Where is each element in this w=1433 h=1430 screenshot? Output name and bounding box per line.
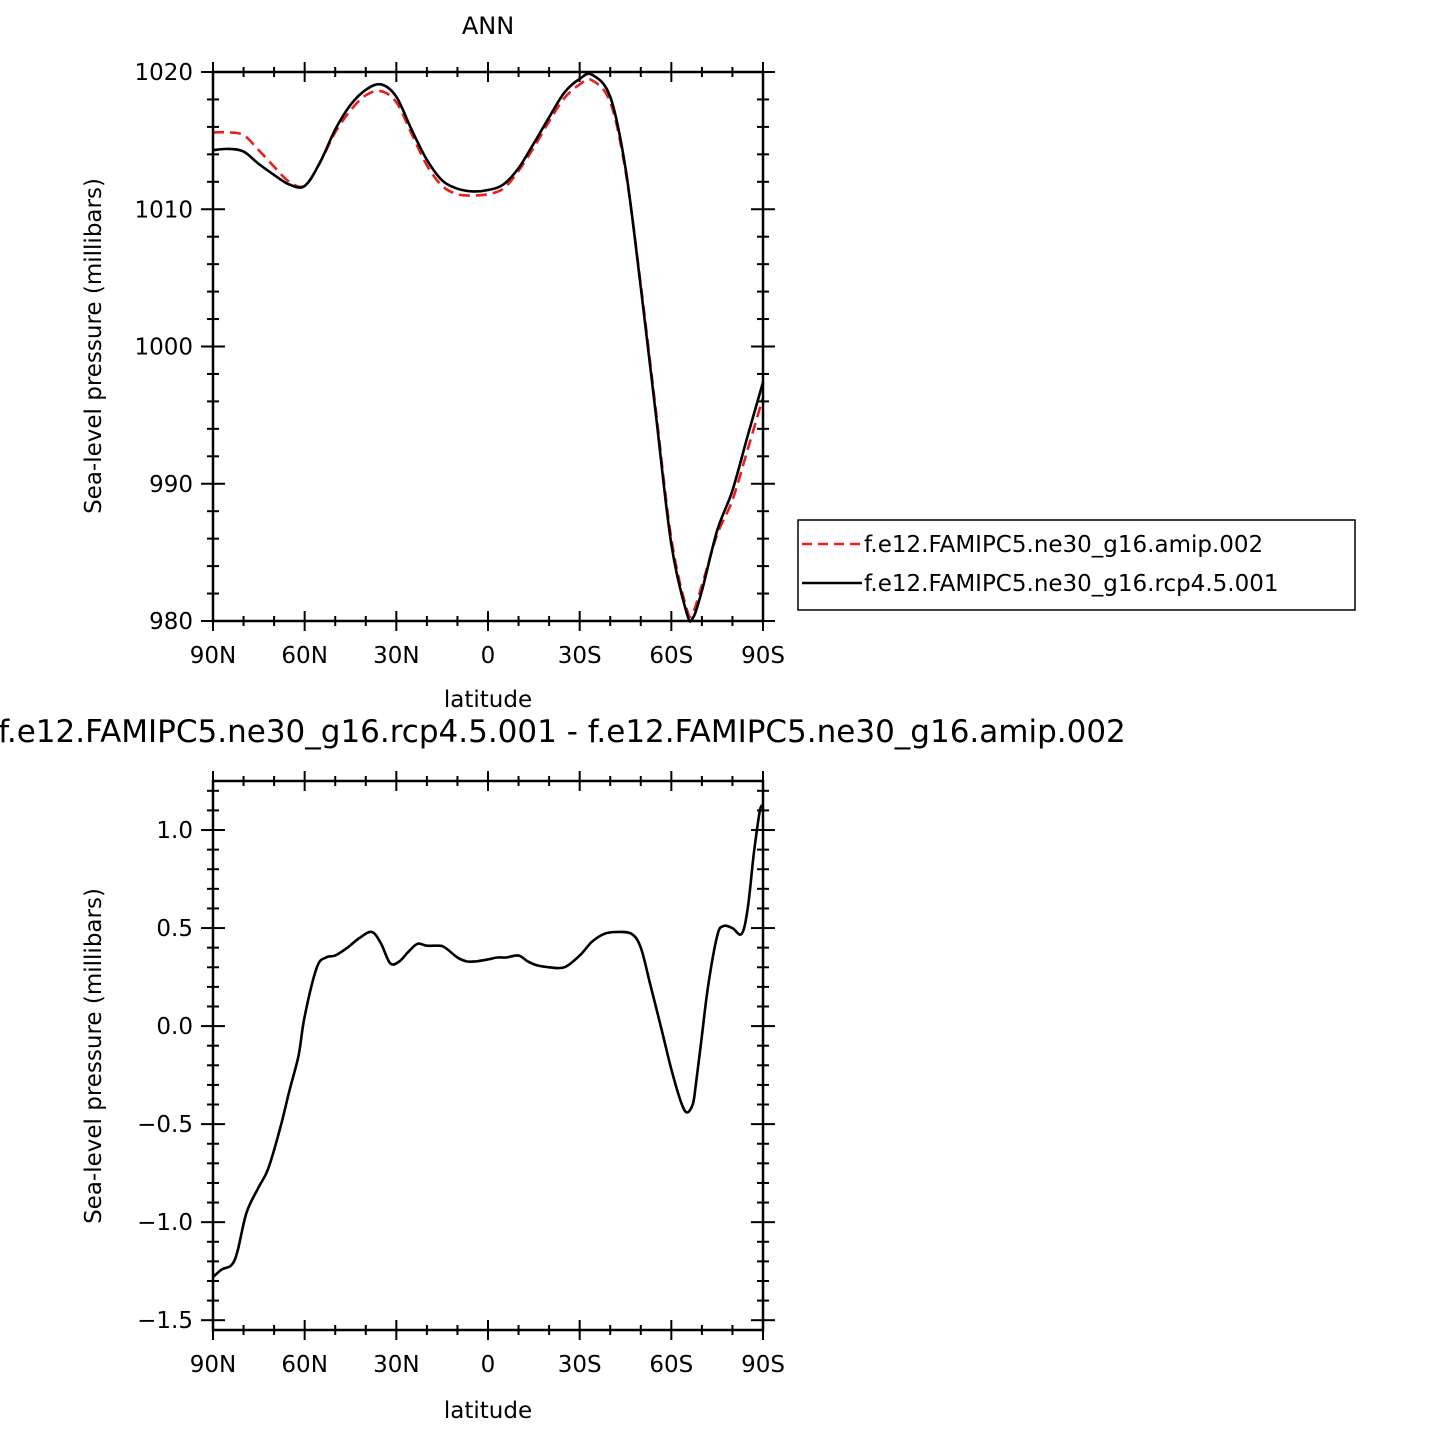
bottom-chart: f.e12.FAMIPC5.ne30_g16.rcp4.5.001 - f.e1…	[0, 714, 1126, 1424]
top-x-tick-label: 90N	[190, 643, 236, 669]
bottom-chart-x-axis-label: latitude	[444, 1398, 532, 1424]
bottom-x-tick-label: 30S	[558, 1352, 602, 1378]
bottom-chart-title: f.e12.FAMIPC5.ne30_g16.rcp4.5.001 - f.e1…	[0, 714, 1126, 750]
bottom-y-tick-label: −0.5	[137, 1112, 193, 1138]
top-chart-series-group	[212, 72, 765, 623]
top-y-tick-label: 990	[149, 472, 193, 498]
top-y-tick-label: 1020	[134, 60, 193, 86]
top-series-line-1	[212, 72, 765, 623]
legend-label-amip: f.e12.FAMIPC5.ne30_g16.amip.002	[864, 532, 1263, 558]
bottom-y-tick-label: 1.0	[156, 818, 193, 844]
top-chart-title: ANN	[462, 12, 514, 40]
bottom-chart-plot-frame	[211, 779, 765, 1332]
top-chart-ticks: 90N 60N 30N 0 30S 60S 90S 980 990 1000 1010 1020	[134, 60, 784, 669]
top-x-tick-label: 30N	[373, 643, 419, 669]
legend-box	[797, 519, 1356, 611]
top-chart: ANN 90N 60N 30N 0 30S 60S 90S 980 990 1000 1010 102…	[81, 12, 1356, 713]
bottom-y-tick-label: 0.0	[156, 1014, 193, 1040]
top-chart-plot-frame	[211, 70, 765, 623]
bottom-x-tick-label: 0	[481, 1352, 496, 1378]
bottom-x-tick-label: 60S	[649, 1352, 693, 1378]
top-chart-y-axis-label: Sea-level pressure (millibars)	[81, 178, 107, 514]
top-y-tick-label: 1000	[134, 335, 193, 361]
bottom-y-tick-label: 0.5	[156, 916, 193, 942]
bottom-series-line-0	[212, 804, 765, 1279]
top-series-line-0	[212, 77, 765, 619]
top-chart-x-axis-label: latitude	[444, 687, 532, 713]
bottom-x-tick-label: 90S	[741, 1352, 785, 1378]
bottom-chart-ticks: 90N 60N 30N 0 30S 60S 90S −1.5 −1.0 −0.5 0.0 0.5 1.0	[137, 771, 785, 1378]
bottom-x-tick-label: 30N	[373, 1352, 419, 1378]
top-chart-legend: f.e12.FAMIPC5.ne30_g16.amip.002 f.e12.FA…	[797, 519, 1356, 611]
top-x-tick-label: 30S	[558, 643, 602, 669]
top-y-tick-label: 1010	[134, 197, 193, 223]
bottom-y-tick-label: −1.5	[137, 1308, 193, 1334]
legend-label-rcp45: f.e12.FAMIPC5.ne30_g16.rcp4.5.001	[864, 571, 1278, 597]
top-x-tick-label: 90S	[741, 643, 785, 669]
top-x-tick-label: 0	[481, 643, 496, 669]
bottom-chart-y-axis-label: Sea-level pressure (millibars)	[81, 888, 107, 1224]
bottom-x-tick-label: 90N	[190, 1352, 236, 1378]
bottom-chart-series-group	[212, 804, 765, 1279]
top-x-tick-label: 60N	[281, 643, 327, 669]
top-y-tick-label: 980	[149, 609, 193, 635]
top-x-tick-label: 60S	[649, 643, 693, 669]
bottom-y-tick-label: −1.0	[137, 1210, 193, 1236]
bottom-x-tick-label: 60N	[281, 1352, 327, 1378]
